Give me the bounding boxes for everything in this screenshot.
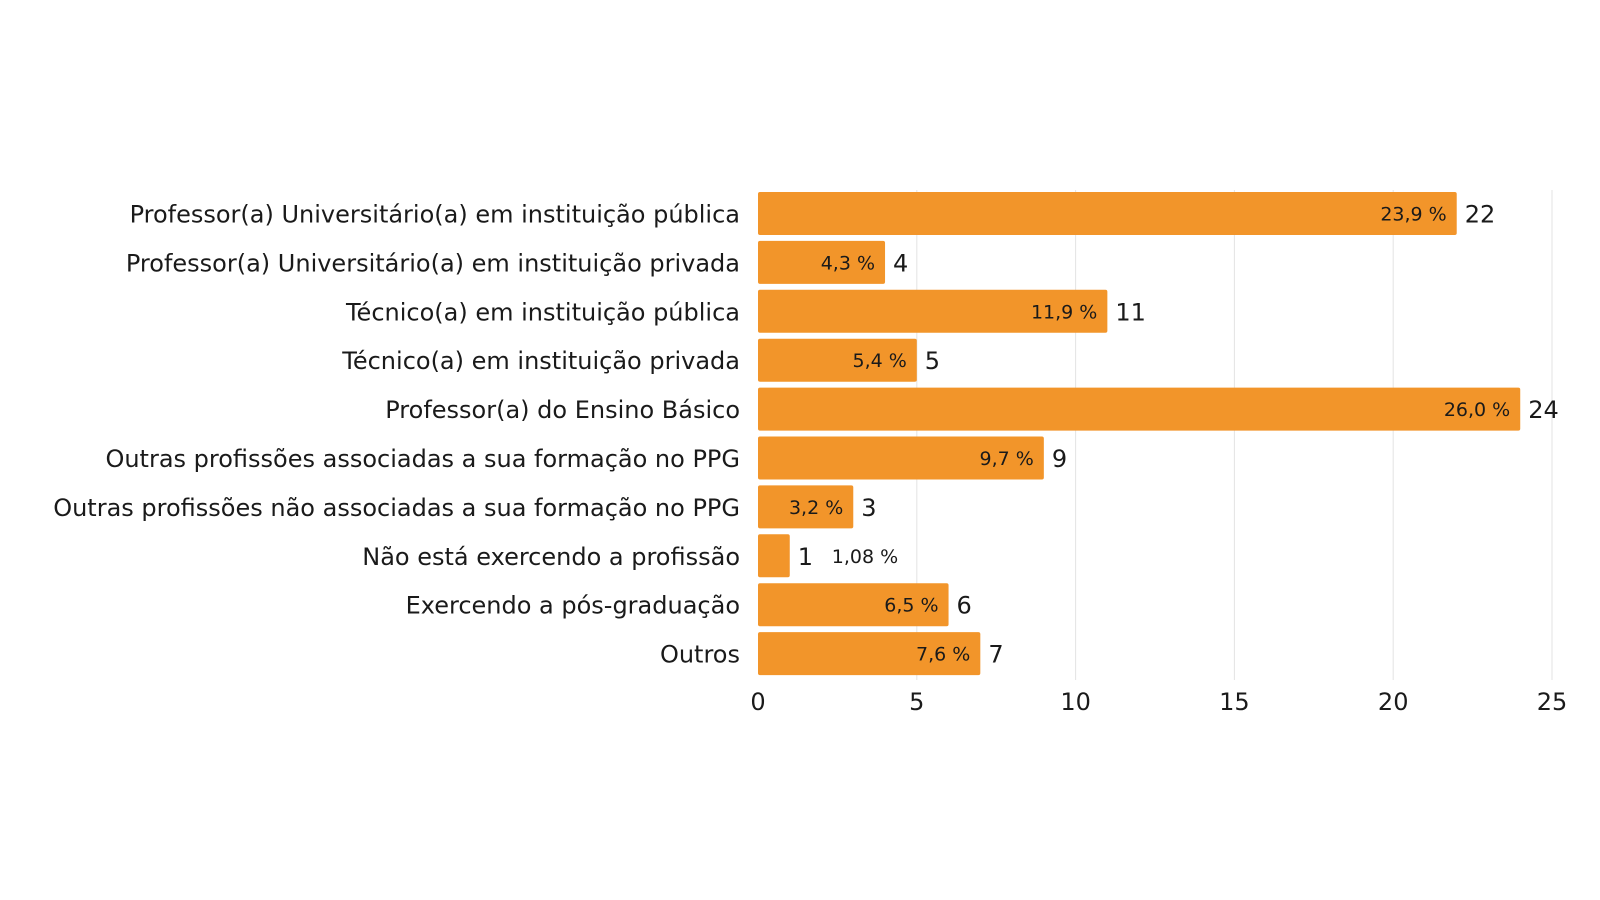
bar-count-label: 5: [925, 347, 940, 375]
bar-percent-label: 5,4 %: [852, 350, 906, 372]
bar: [758, 485, 854, 529]
bar-percent-label: 3,2 %: [789, 497, 843, 519]
bar: [758, 534, 790, 578]
bar: [758, 583, 949, 627]
bar-count-label: 11: [1115, 298, 1146, 326]
x-tick-label: 10: [1060, 688, 1091, 716]
gridlines: [916, 190, 1553, 680]
bar-percent-label: 23,9 %: [1380, 204, 1446, 226]
bar-count-label: 3: [861, 494, 876, 522]
bar-count-label: 1: [798, 543, 813, 571]
bar-count-label: 22: [1465, 201, 1496, 229]
bar-count-label: 4: [893, 249, 908, 277]
bar-percent-label: 6,5 %: [884, 595, 938, 617]
bar: [758, 387, 1521, 431]
x-axis-ticks: 0 5 10 15 20 25: [750, 688, 1567, 716]
bar-count-label: 9: [1052, 445, 1067, 473]
bar: [758, 436, 1044, 480]
category-labels: Professor(a) Universitário(a) em institu…: [53, 201, 740, 669]
category-label: Outros: [660, 641, 740, 669]
bar: [758, 192, 1457, 235]
bar-percent-label: 9,7 %: [980, 448, 1034, 470]
bar-count-label: 7: [988, 641, 1003, 669]
category-label: Professor(a) do Ensino Básico: [385, 396, 740, 424]
bars: [758, 192, 1521, 676]
bar: [758, 240, 886, 284]
bar-percent-label: 7,6 %: [916, 644, 970, 666]
bar: [758, 632, 981, 676]
x-tick-label: 5: [909, 688, 924, 716]
category-label: Técnico(a) em instituição privada: [341, 347, 740, 375]
category-label: Professor(a) Universitário(a) em institu…: [126, 249, 740, 277]
value-labels: 22 23,9 % 4 4,3 % 11 11,9 % 5 5,4 % 24 26,0 % 9 9,7…: [789, 201, 1559, 669]
category-label: Professor(a) Universitário(a) em institu…: [130, 201, 740, 229]
bar-percent-label: 26,0 %: [1444, 399, 1510, 421]
bar-percent-label: 4,3 %: [821, 252, 875, 274]
bar: [758, 338, 917, 382]
x-tick-label: 15: [1219, 688, 1250, 716]
bar-count-label: 6: [957, 592, 972, 620]
x-tick-label: 25: [1537, 688, 1568, 716]
bar-percent-label: 1,08 %: [832, 546, 898, 568]
bar-percent-label: 11,9 %: [1031, 301, 1097, 323]
category-label: Não está exercendo a profissão: [362, 543, 740, 571]
category-label: Outras profissões não associadas a sua f…: [53, 494, 740, 522]
bar: [758, 289, 1108, 333]
bar-count-label: 24: [1528, 396, 1559, 424]
category-label: Exercendo a pós-graduação: [406, 592, 740, 620]
x-tick-label: 20: [1378, 688, 1409, 716]
category-label: Outras profissões associadas a sua forma…: [105, 445, 740, 473]
category-label: Técnico(a) em instituição pública: [345, 298, 740, 326]
x-tick-label: 0: [750, 688, 765, 716]
